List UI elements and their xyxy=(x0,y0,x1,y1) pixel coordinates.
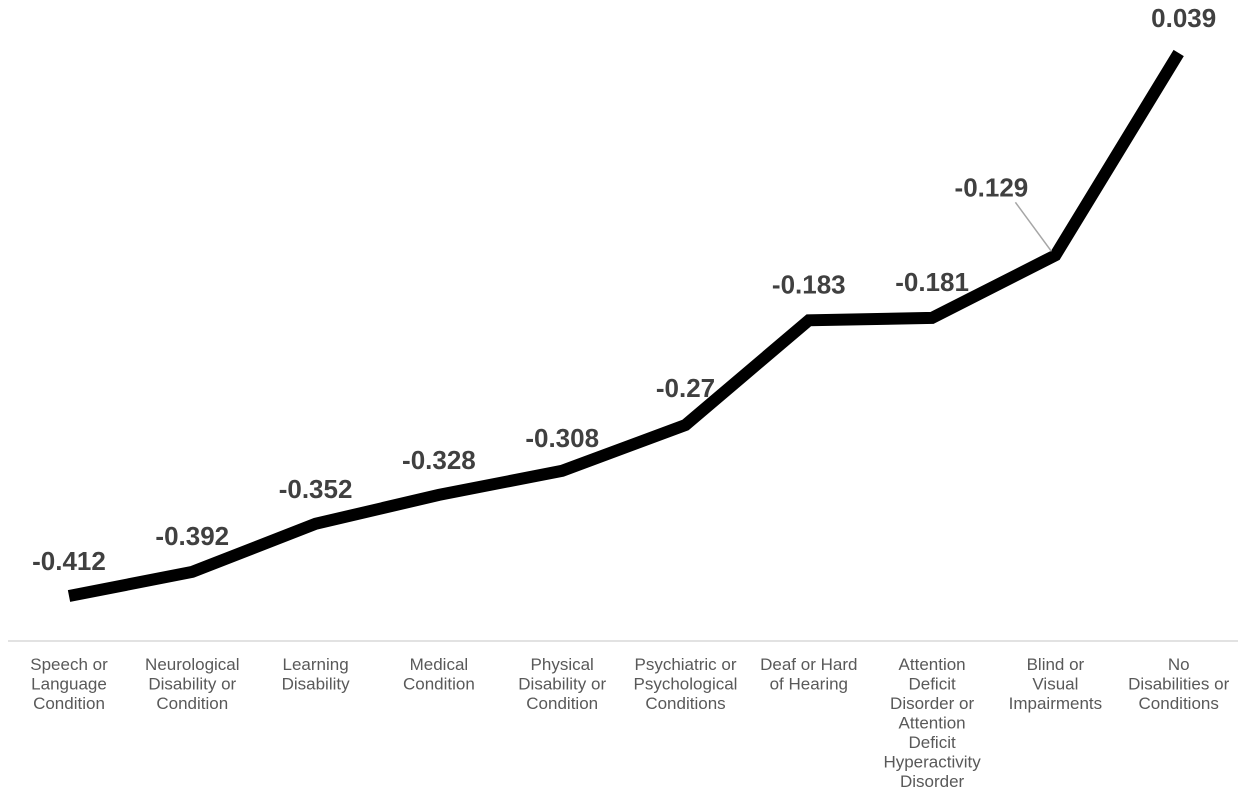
data-label: -0.392 xyxy=(155,521,229,551)
data-label: -0.328 xyxy=(402,445,476,475)
leader-line xyxy=(1014,201,1053,252)
category-label: Neurological Disability or Condition xyxy=(145,655,240,713)
series-layer xyxy=(67,49,1184,602)
series-line xyxy=(67,49,1184,602)
category-label: No Disabilities or Conditions xyxy=(1128,655,1229,713)
category-label: Blind or Visual Impairments xyxy=(1009,655,1103,713)
data-label: -0.129 xyxy=(955,172,1029,202)
data-label: -0.412 xyxy=(32,546,106,576)
category-label: Psychiatric or Psychological Conditions xyxy=(634,655,738,713)
data-label: -0.183 xyxy=(772,269,846,299)
category-label: Speech or Language Condition xyxy=(30,655,108,713)
category-label: Learning Disability xyxy=(282,655,351,694)
data-label: -0.181 xyxy=(895,267,969,297)
category-label: Physical Disability or Condition xyxy=(518,655,606,713)
category-label-layer: Speech or Language Condition Neurological Di… xyxy=(30,655,1229,791)
data-label-layer: -0.412 -0.392 -0.352 -0.328 -0.308 -0.27 -0.18… xyxy=(32,3,1216,576)
category-label: Deaf or Hard of Hearing xyxy=(760,655,857,694)
data-label: -0.308 xyxy=(525,423,599,453)
category-label: Attention Deficit Disorder or Attention Defi… xyxy=(883,655,981,791)
leader-layer xyxy=(1014,201,1053,252)
data-label: -0.352 xyxy=(279,474,353,504)
data-label: 0.039 xyxy=(1151,3,1216,33)
category-label: Medical Condition xyxy=(403,655,475,694)
data-label: -0.27 xyxy=(656,373,715,403)
